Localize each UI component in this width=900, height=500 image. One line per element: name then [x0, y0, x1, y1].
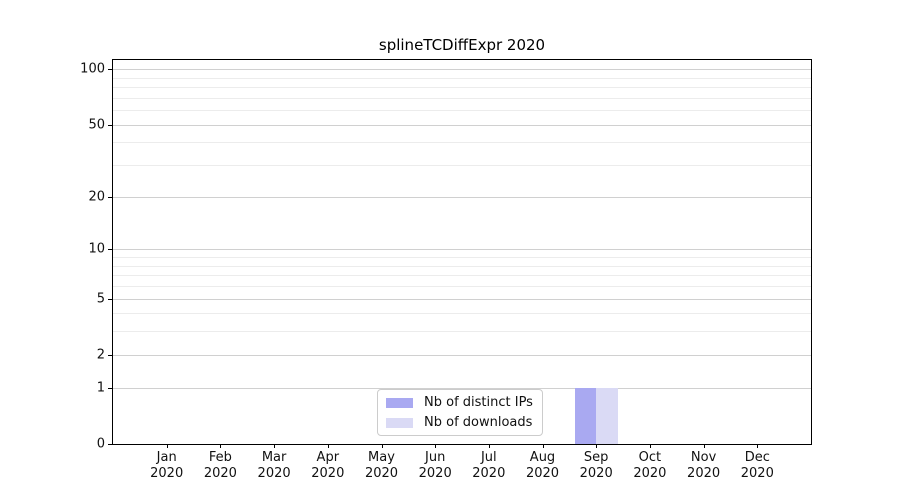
x-tick-year: 2020	[579, 466, 613, 481]
x-tick-year: 2020	[418, 466, 452, 481]
x-tick-label: Nov 2020	[664, 450, 744, 482]
y-tick-mark	[108, 196, 112, 198]
y-tick-mark	[108, 124, 112, 126]
y-tick-mark	[108, 387, 112, 389]
x-tick-month: Oct	[638, 450, 662, 465]
y-tick-mark	[108, 298, 112, 300]
x-tick-label: May 2020	[342, 450, 422, 482]
y-tick-label: 50	[88, 117, 105, 133]
x-tick-year: 2020	[257, 466, 291, 481]
y-tick-label: 10	[88, 241, 105, 257]
legend-label-distinct-ips: Nb of distinct IPs	[424, 395, 533, 410]
y-tick-label: 100	[80, 61, 105, 77]
major-gridline	[113, 69, 811, 71]
minor-gridline	[113, 313, 811, 315]
major-gridline	[113, 387, 811, 389]
legend: Nb of distinct IPs Nb of downloads	[377, 389, 543, 436]
y-tick-label: 0	[96, 436, 105, 452]
y-tick-mark	[108, 69, 112, 71]
x-tick-month: Nov	[690, 450, 717, 465]
minor-gridline	[113, 257, 811, 258]
minor-gridline	[113, 110, 811, 112]
x-tick-month: May	[368, 450, 395, 465]
x-tick-month: Mar	[261, 450, 287, 465]
x-tick-label: Mar 2020	[234, 450, 314, 482]
x-tick-mark	[596, 444, 598, 448]
y-tick-label: 20	[88, 189, 105, 205]
x-tick-mark	[435, 444, 437, 448]
legend-item-downloads: Nb of downloads	[386, 415, 542, 431]
x-tick-month: Apr	[316, 450, 340, 465]
x-tick-label: Jan 2020	[127, 450, 207, 482]
legend-item-distinct-ips: Nb of distinct IPs	[386, 395, 542, 411]
x-tick-year: 2020	[311, 466, 345, 481]
x-tick-mark	[757, 444, 759, 448]
x-tick-label: Apr 2020	[288, 450, 368, 482]
x-tick-mark	[274, 444, 276, 448]
x-tick-month: Jan	[156, 450, 177, 465]
x-tick-month: Jul	[480, 450, 497, 465]
x-tick-mark	[220, 444, 222, 448]
x-tick-mark	[542, 444, 544, 448]
minor-gridline	[113, 165, 811, 167]
x-tick-year: 2020	[687, 466, 721, 481]
x-tick-month: Sep	[583, 450, 609, 465]
major-gridline	[113, 249, 811, 251]
y-tick-label: 2	[96, 347, 105, 363]
y-tick-label: 1	[96, 380, 105, 396]
x-tick-mark	[381, 444, 383, 448]
bar-distinct-ips	[574, 387, 597, 444]
bar-downloads	[596, 387, 618, 444]
x-tick-mark	[488, 444, 490, 448]
x-tick-year: 2020	[203, 466, 237, 481]
minor-gridline	[113, 97, 811, 99]
legend-label-downloads: Nb of downloads	[424, 415, 533, 430]
major-gridline	[113, 354, 811, 356]
plot-area	[112, 59, 812, 445]
x-tick-month: Jun	[425, 450, 446, 465]
minor-gridline	[113, 87, 811, 88]
y-tick-mark	[108, 444, 112, 445]
x-tick-mark	[166, 444, 168, 448]
chart-title: splineTCDiffExpr 2020	[378, 36, 546, 54]
x-tick-label: Dec 2020	[717, 450, 797, 482]
x-tick-month: Aug	[529, 450, 556, 465]
minor-gridline	[113, 331, 811, 333]
minor-gridline	[113, 285, 811, 287]
y-tick-mark	[108, 249, 112, 251]
y-tick-label: 5	[96, 291, 105, 306]
x-tick-mark	[703, 444, 705, 448]
x-tick-label: Jun 2020	[395, 450, 475, 482]
y-tick-mark	[108, 354, 112, 356]
x-tick-label: Oct 2020	[610, 450, 690, 482]
minor-gridline	[113, 265, 811, 267]
x-tick-month: Feb	[208, 450, 232, 465]
minor-gridline	[113, 275, 811, 277]
x-tick-label: Sep 2020	[556, 450, 636, 482]
x-tick-mark	[327, 444, 329, 448]
x-tick-year: 2020	[364, 466, 399, 481]
x-tick-label: Feb 2020	[180, 450, 260, 482]
x-tick-mark	[649, 444, 651, 448]
major-gridline	[113, 298, 811, 300]
x-tick-label: Jul 2020	[449, 450, 529, 482]
x-tick-label: Aug 2020	[503, 450, 583, 482]
x-tick-month: Dec	[744, 450, 770, 465]
x-tick-year: 2020	[150, 466, 184, 481]
downloads-swatch	[386, 417, 413, 428]
x-tick-year: 2020	[633, 466, 667, 481]
minor-gridline	[113, 142, 811, 144]
x-tick-year: 2020	[740, 466, 774, 481]
major-gridline	[113, 196, 811, 198]
x-tick-year: 2020	[525, 466, 560, 481]
distinct-ips-swatch	[386, 397, 413, 408]
major-gridline	[113, 124, 811, 126]
minor-gridline	[113, 77, 811, 79]
x-tick-year: 2020	[472, 466, 506, 481]
